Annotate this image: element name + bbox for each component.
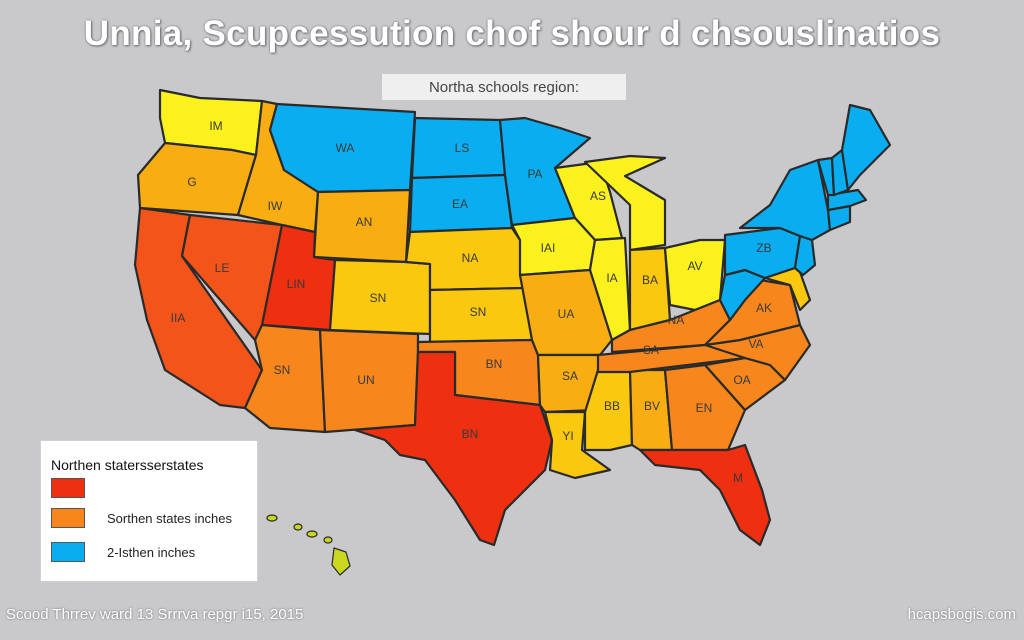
legend-swatch-orange [51,508,85,528]
state-label-ky: NA [668,313,685,327]
state-label-al: BV [644,399,660,413]
legend-swatch-blue [51,542,85,562]
footer-watermark: hcapsbogis.com [907,606,1016,623]
state-label-va: AK [756,301,772,315]
state-label-wy: AN [356,215,373,229]
state-label-ut: LIN [287,277,306,291]
legend-item [51,477,107,499]
state-label-in: BA [642,273,658,287]
state-label-nd: LS [455,141,470,155]
state-label-id: IW [268,199,283,213]
state-label-ne: NA [462,251,479,265]
state-texas[interactable] [353,350,554,547]
state-massachusetts[interactable] [826,188,868,212]
state-label-sc: OA [733,373,750,387]
state-label-wa: IM [209,119,222,133]
state-label-mn: PA [527,167,542,181]
footer-source: Scood Thrrev ward 13 Srrrva repgr i15, 2… [6,606,304,623]
legend-swatch-red [51,478,85,498]
state-labels: IMGIIALEIWWAANLINSNSNUNLSEANASNBNBNPAIAI… [171,119,772,485]
legend-item: 2-Isthen inches [51,541,195,563]
state-label-fl: M [733,471,743,485]
state-label-wi: AS [590,189,606,203]
map-title: Unnia, Scupcessution chof shour d chsous… [83,14,941,53]
state-label-ks: SN [470,305,487,319]
state-michigan[interactable] [583,154,667,252]
state-label-nm: UN [357,373,374,387]
state-label-la: YI [562,429,573,443]
state-label-or: G [187,175,196,189]
state-label-il: IA [606,271,617,285]
state-ohio[interactable] [663,238,727,312]
legend-item: Sorthen states inches [51,507,232,529]
state-label-co: SN [370,291,387,305]
state-label-nc: VA [748,337,763,351]
state-label-ga: EN [696,401,713,415]
state-florida[interactable] [638,443,772,547]
state-new-york[interactable] [738,158,832,242]
legend-label: Sorthen states inches [107,510,233,526]
state-label-oh: AV [687,259,702,273]
state-label-ca: IIA [171,311,186,325]
state-arizona[interactable] [243,323,327,434]
subtitle-box: Northa schools region: [382,74,626,100]
state-label-sd: EA [452,197,468,211]
state-hawaii[interactable] [266,514,351,576]
state-new-jersey[interactable] [793,234,817,277]
state-oregon[interactable] [136,141,258,217]
state-label-ar: SA [562,369,578,383]
legend-title: Northen statersserstates [51,457,204,473]
state-label-tx: BN [462,427,479,441]
state-label-ms: BB [604,399,620,413]
state-label-ia: IAI [541,241,556,255]
state-label-mo: UA [558,307,575,321]
state-label-az: SN [274,363,291,377]
state-label-mt: WA [336,141,355,155]
state-maine[interactable] [840,103,892,192]
legend-label: 2-Isthen inches [107,544,196,560]
state-indiana[interactable] [628,246,672,332]
state-georgia[interactable] [663,363,747,452]
legend: Northen statersserstates Sorthen states … [40,440,258,582]
state-label-ok: BN [486,357,503,371]
state-label-pa: ZB [756,241,771,255]
state-label-nv: LE [215,261,230,275]
state-label-tn: SA [643,343,659,357]
